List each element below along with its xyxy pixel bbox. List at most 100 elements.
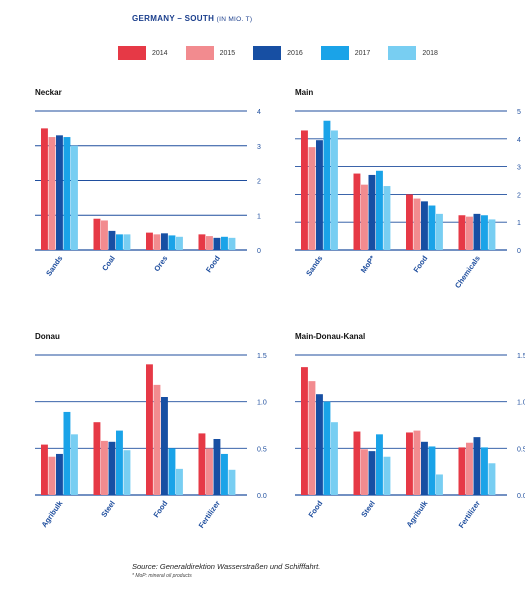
bar-food-2014 — [146, 364, 153, 495]
bar-steel-2017 — [376, 434, 383, 495]
bar-steel-2016 — [108, 441, 116, 495]
bar-food-2014 — [198, 234, 206, 250]
y-tick-label: 5 — [517, 109, 521, 116]
legend-label: 2014 — [152, 49, 168, 57]
bar-food-2016 — [316, 394, 323, 495]
x-tick-label: Agribulk — [405, 498, 430, 529]
bar-food-2018 — [436, 213, 443, 250]
bar-sands-2016 — [56, 135, 63, 250]
bar-coal-2018 — [123, 234, 131, 250]
bar-food-2016 — [421, 201, 428, 250]
bar-coal-2014 — [93, 218, 101, 250]
bar-mop-2018 — [383, 186, 391, 250]
bar-food-2014 — [406, 194, 413, 250]
chart-title: Main-Donau-Kanal — [295, 332, 365, 341]
y-tick-label: 3 — [257, 144, 261, 151]
y-tick-label: 1.0 — [257, 400, 267, 407]
source-note: Source: Generaldirektion Wasserstraßen u… — [132, 562, 321, 571]
bar-fertilizer-2018 — [488, 463, 496, 495]
chart-0: Neckar 0 1 2 3 4 Sands Coal Ores Food — [35, 88, 261, 278]
y-tick-label: 1.5 — [517, 353, 525, 360]
bar-chemicals-2014 — [458, 215, 466, 250]
bar-fertilizer-2017 — [481, 447, 488, 495]
x-tick-label: Chemicals — [453, 254, 482, 290]
y-tick-label: 0.5 — [517, 446, 525, 453]
bar-mop-2016 — [368, 174, 376, 250]
legend-item-2014: 2014 — [118, 46, 168, 60]
bar-fertilizer-2015 — [206, 448, 213, 495]
y-tick-label: 0.0 — [517, 493, 525, 500]
x-tick-label: Food — [412, 254, 430, 275]
bar-food-2015 — [413, 198, 421, 250]
bar-sands-2018 — [331, 130, 338, 250]
y-tick-label: 0.5 — [257, 446, 267, 453]
bar-food-2016 — [213, 237, 221, 250]
bar-agribulk-2016 — [56, 453, 63, 495]
bar-fertilizer-2014 — [198, 433, 206, 495]
legend: 2014 2015 2016 2017 2018 — [118, 46, 456, 60]
y-tick-label: 0 — [517, 248, 521, 255]
y-tick-label: 1.0 — [517, 400, 525, 407]
bar-sands-2018 — [71, 145, 78, 250]
bar-steel-2016 — [368, 451, 376, 495]
bar-agribulk-2015 — [48, 456, 56, 495]
legend-swatch — [320, 46, 349, 60]
x-tick-label: Sands — [44, 254, 64, 278]
bar-food-2017 — [323, 401, 331, 495]
x-tick-label: Agribulk — [40, 498, 65, 529]
bar-agribulk-2016 — [421, 441, 428, 495]
x-tick-label: Food — [152, 499, 170, 520]
bar-sands-2015 — [48, 137, 56, 250]
bar-ores-2015 — [153, 234, 161, 250]
chart-2: Donau 0.0 0.5 1.0 1.5 Agribulk Steel Food Fertil… — [35, 332, 267, 530]
bar-ores-2014 — [146, 232, 153, 250]
x-tick-label: Steel — [359, 499, 377, 519]
bar-agribulk-2015 — [413, 430, 421, 495]
bar-sands-2015 — [308, 147, 316, 250]
bar-food-2016 — [161, 397, 168, 495]
bar-food-2017 — [168, 448, 176, 495]
bar-food-2014 — [301, 367, 308, 495]
legend-label: 2016 — [287, 49, 303, 57]
y-tick-label: 4 — [517, 137, 521, 144]
bar-food-2017 — [221, 236, 228, 250]
title-unit: (IN MIO. T) — [216, 16, 253, 23]
chart-1: Main 0 1 2 3 4 5 Sands MoP* Food Chemicals — [295, 88, 521, 290]
legend-swatch — [253, 46, 282, 60]
bar-mop-2017 — [376, 170, 383, 250]
x-tick-label: Fertilizer — [457, 499, 482, 530]
legend-item-2017: 2017 — [320, 46, 370, 60]
legend-swatch — [185, 46, 214, 60]
bar-agribulk-2017 — [63, 411, 71, 495]
bar-agribulk-2014 — [41, 444, 48, 495]
y-tick-label: 0.0 — [257, 493, 267, 500]
bar-fertilizer-2014 — [458, 447, 466, 495]
y-tick-label: 1 — [257, 213, 261, 220]
x-tick-label: MoP* — [359, 254, 377, 275]
x-tick-label: Fertilizer — [197, 499, 222, 530]
bar-mop-2015 — [361, 184, 368, 250]
bar-fertilizer-2015 — [466, 442, 473, 495]
bar-agribulk-2018 — [71, 434, 78, 495]
page-title: GERMANY – SOUTH (IN MIO. T) — [132, 14, 252, 23]
bar-food-2018 — [331, 422, 338, 495]
bar-coal-2016 — [108, 230, 116, 250]
bar-sands-2017 — [323, 120, 331, 250]
bar-coal-2017 — [116, 234, 123, 250]
bar-food-2018 — [228, 237, 236, 250]
chart-title: Main — [295, 88, 313, 97]
x-tick-label: Steel — [99, 499, 117, 519]
bar-steel-2014 — [353, 431, 361, 495]
x-tick-label: Sands — [304, 254, 324, 278]
bar-coal-2015 — [101, 220, 108, 250]
legend-label: 2018 — [422, 49, 438, 57]
legend-label: 2015 — [219, 49, 236, 57]
bar-steel-2015 — [361, 449, 368, 495]
x-tick-label: Food — [204, 254, 222, 275]
x-tick-label: Coal — [100, 254, 117, 272]
bar-sands-2017 — [63, 137, 71, 250]
legend-swatch — [118, 46, 146, 60]
chart-title: Neckar — [35, 88, 62, 97]
bar-chemicals-2018 — [488, 219, 496, 250]
bar-agribulk-2018 — [436, 474, 443, 495]
